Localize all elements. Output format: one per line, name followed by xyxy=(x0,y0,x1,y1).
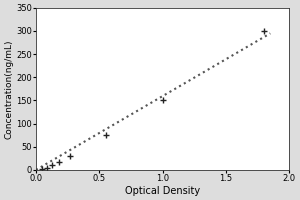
Y-axis label: Concentration(ng/mL): Concentration(ng/mL) xyxy=(4,39,13,139)
X-axis label: Optical Density: Optical Density xyxy=(125,186,200,196)
